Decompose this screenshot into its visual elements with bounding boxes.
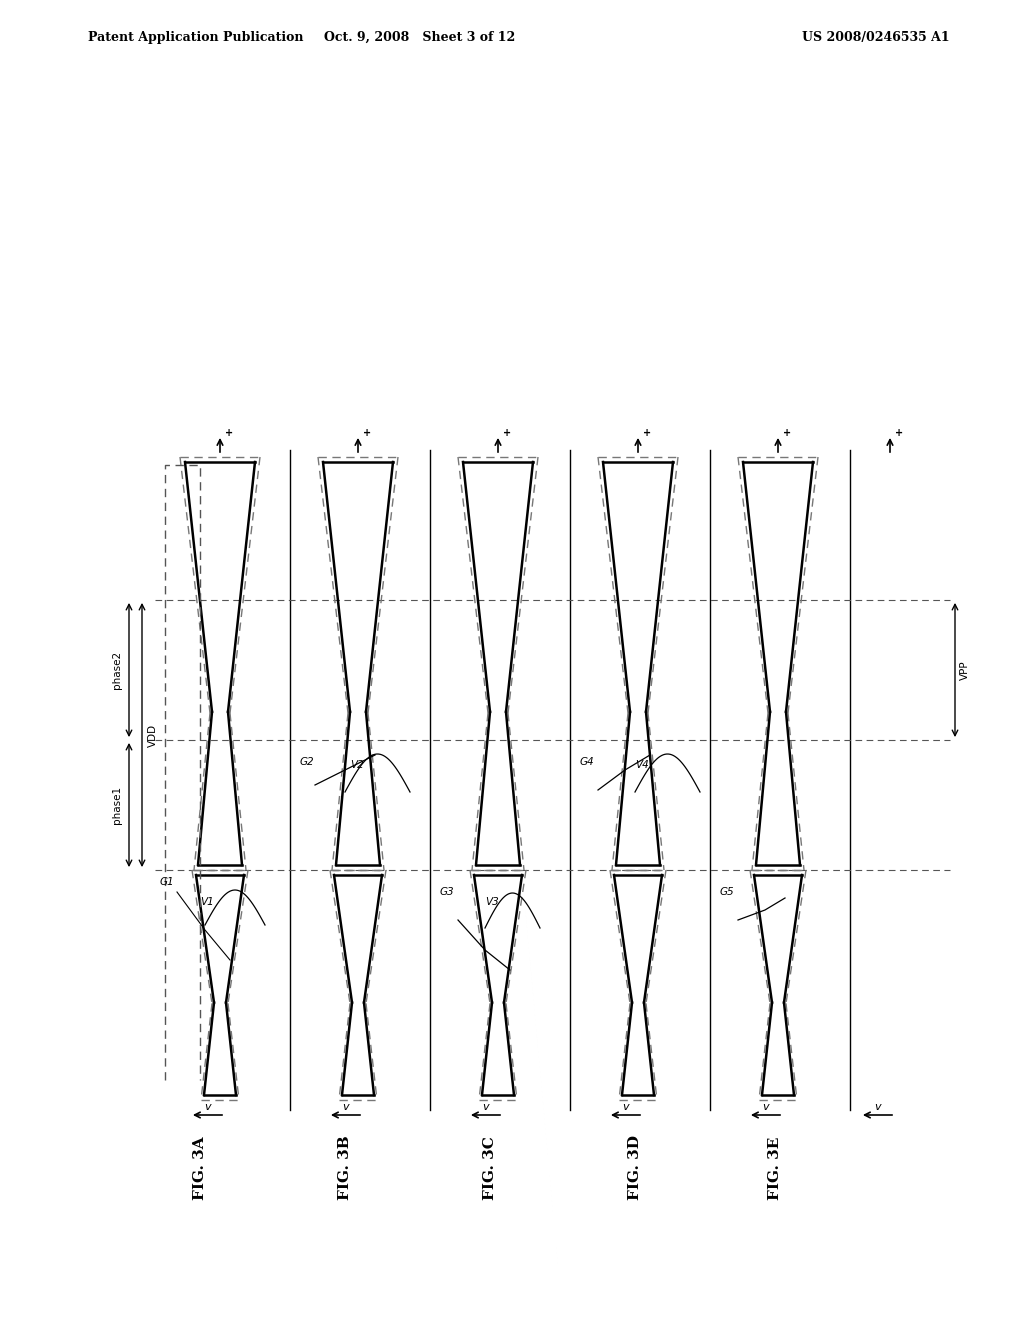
Text: +: + [895,428,903,438]
Text: +: + [643,428,651,438]
Text: phase1: phase1 [112,785,122,824]
Text: US 2008/0246535 A1: US 2008/0246535 A1 [803,30,950,44]
Text: v: v [763,1102,769,1111]
Text: FIG. 3B: FIG. 3B [338,1135,352,1200]
Text: V2: V2 [350,760,364,770]
Text: VDD: VDD [148,723,158,747]
Text: +: + [783,428,792,438]
Text: VPP: VPP [961,660,970,680]
Text: G3: G3 [440,887,455,898]
Text: FIG. 3D: FIG. 3D [628,1135,642,1200]
Text: FIG. 3A: FIG. 3A [193,1137,207,1200]
Text: +: + [503,428,511,438]
Text: G4: G4 [580,756,595,767]
Text: G1: G1 [160,876,175,887]
Text: V4: V4 [635,760,649,770]
Text: FIG. 3C: FIG. 3C [483,1137,497,1200]
Text: v: v [482,1102,489,1111]
Text: phase2: phase2 [112,651,122,689]
Text: v: v [874,1102,882,1111]
Text: v: v [205,1102,211,1111]
Text: +: + [362,428,371,438]
Text: FIG. 3E: FIG. 3E [768,1137,782,1200]
Text: G2: G2 [300,756,314,767]
Text: Patent Application Publication: Patent Application Publication [88,30,303,44]
Text: +: + [225,428,233,438]
Text: G5: G5 [720,887,734,898]
Text: V3: V3 [485,898,499,907]
Text: Oct. 9, 2008   Sheet 3 of 12: Oct. 9, 2008 Sheet 3 of 12 [325,30,516,44]
Text: v: v [343,1102,349,1111]
Text: v: v [623,1102,630,1111]
Text: V1: V1 [200,898,214,907]
